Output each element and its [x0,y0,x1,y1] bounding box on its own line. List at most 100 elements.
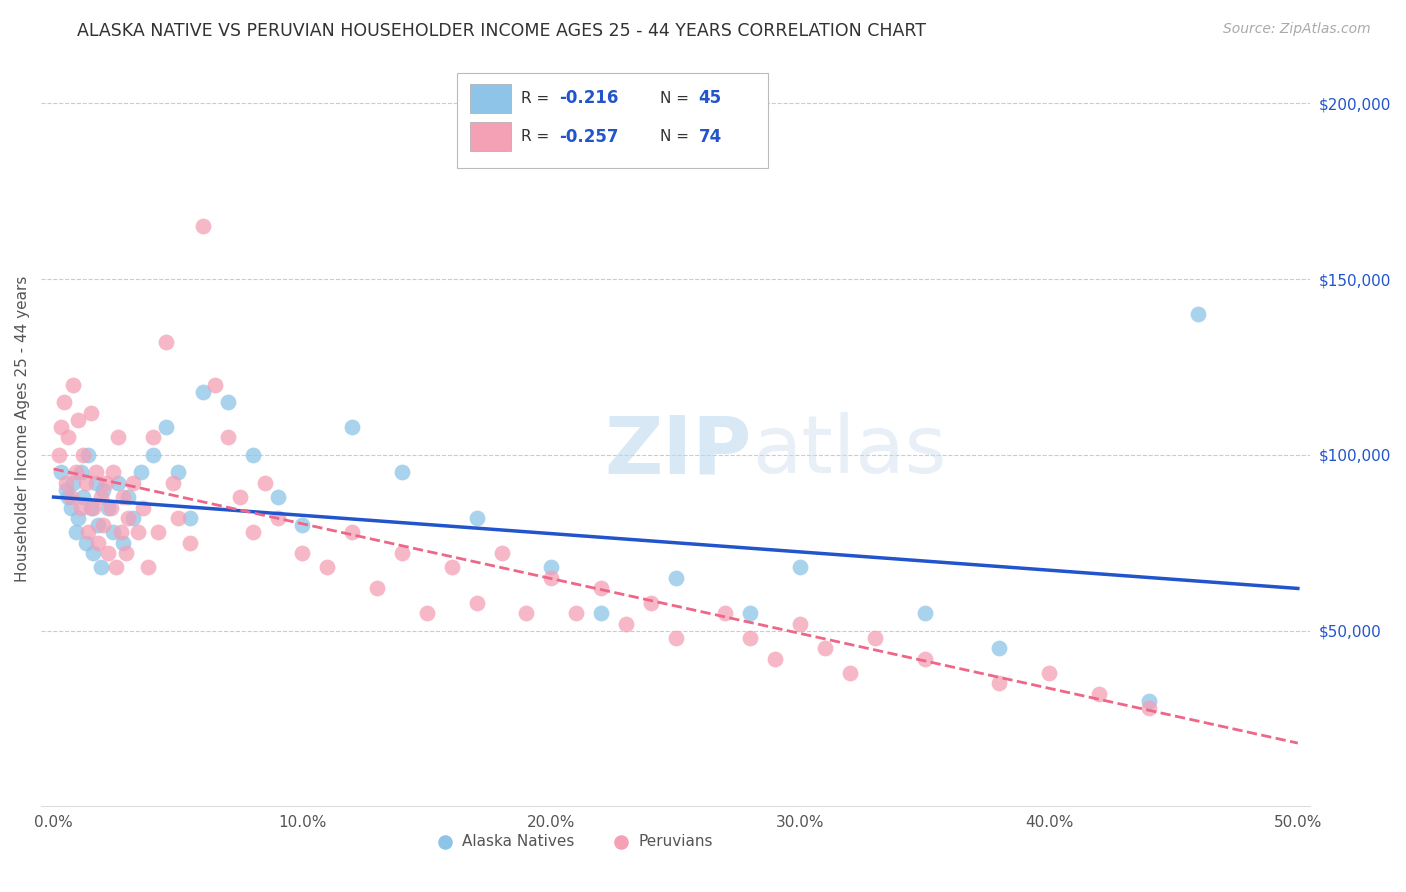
Point [838,665,860,680]
Point [714,606,737,620]
Point [52,395,75,409]
Point [59,490,82,504]
Point [863,631,886,645]
Point [914,606,936,620]
Point [217,395,239,409]
Point [416,606,439,620]
Point [266,511,288,525]
Point [122,475,145,490]
Point [122,511,145,525]
Text: -0.257: -0.257 [560,128,619,145]
Point [62,377,84,392]
Point [1137,694,1160,708]
Point [988,641,1011,656]
Point [55,475,77,490]
Text: ALASKA NATIVE VS PERUVIAN HOUSEHOLDER INCOME AGES 25 - 44 YEARS CORRELATION CHAR: ALASKA NATIVE VS PERUVIAN HOUSEHOLDER IN… [77,22,927,40]
Point [55,483,77,497]
FancyBboxPatch shape [457,73,768,168]
Point [179,511,201,525]
Point [515,606,537,620]
Point [127,525,149,540]
Point [90,560,112,574]
Point [465,595,488,609]
Point [391,466,413,480]
Point [155,335,177,350]
Point [90,490,112,504]
Point [48,448,70,462]
Point [914,652,936,666]
Point [988,676,1011,690]
Point [167,511,190,525]
Point [229,490,252,504]
Point [75,535,97,549]
Text: R =: R = [520,91,554,106]
Point [1087,687,1109,701]
Point [665,631,688,645]
Point [82,546,104,560]
Text: 74: 74 [699,128,721,145]
Point [540,571,562,585]
Point [540,560,562,574]
Point [340,525,363,540]
Point [142,430,165,444]
Point [72,448,94,462]
Point [84,475,107,490]
Point [114,546,136,560]
Point [155,419,177,434]
Point [67,413,90,427]
Point [589,582,612,596]
Point [146,525,169,540]
Point [204,377,226,392]
Point [59,500,82,515]
Point [1137,701,1160,715]
Point [789,616,811,631]
Point [740,631,762,645]
Point [740,606,762,620]
Point [65,525,87,540]
Point [65,466,87,480]
Point [391,546,413,560]
Point [316,560,339,574]
Point [565,606,588,620]
Point [104,560,127,574]
Point [75,475,97,490]
Point [87,518,110,533]
Point [97,546,120,560]
Point [129,466,152,480]
Point [340,419,363,434]
Point [103,525,125,540]
Point [254,475,277,490]
Point [91,483,114,497]
Point [614,616,637,631]
Text: N =: N = [661,91,695,106]
Text: -0.216: -0.216 [560,89,619,107]
Point [191,219,214,234]
Point [465,511,488,525]
Point [366,582,388,596]
Legend: Alaska Natives, Peruvians: Alaska Natives, Peruvians [430,828,718,855]
Point [491,546,513,560]
Point [67,511,90,525]
Point [112,490,135,504]
Point [91,518,114,533]
Point [291,518,314,533]
Point [58,430,80,444]
Point [80,500,103,515]
Y-axis label: Householder Income Ages 25 - 44 years: Householder Income Ages 25 - 44 years [15,276,30,582]
Point [84,466,107,480]
Point [440,560,463,574]
Point [77,448,100,462]
Point [72,490,94,504]
Point [242,448,264,462]
Point [70,500,93,515]
Point [162,475,184,490]
Point [117,490,139,504]
Text: 45: 45 [699,89,721,107]
Point [589,606,612,620]
Point [814,641,837,656]
Point [291,546,314,560]
Point [62,475,84,490]
Point [789,560,811,574]
Point [1038,665,1060,680]
Point [266,490,288,504]
